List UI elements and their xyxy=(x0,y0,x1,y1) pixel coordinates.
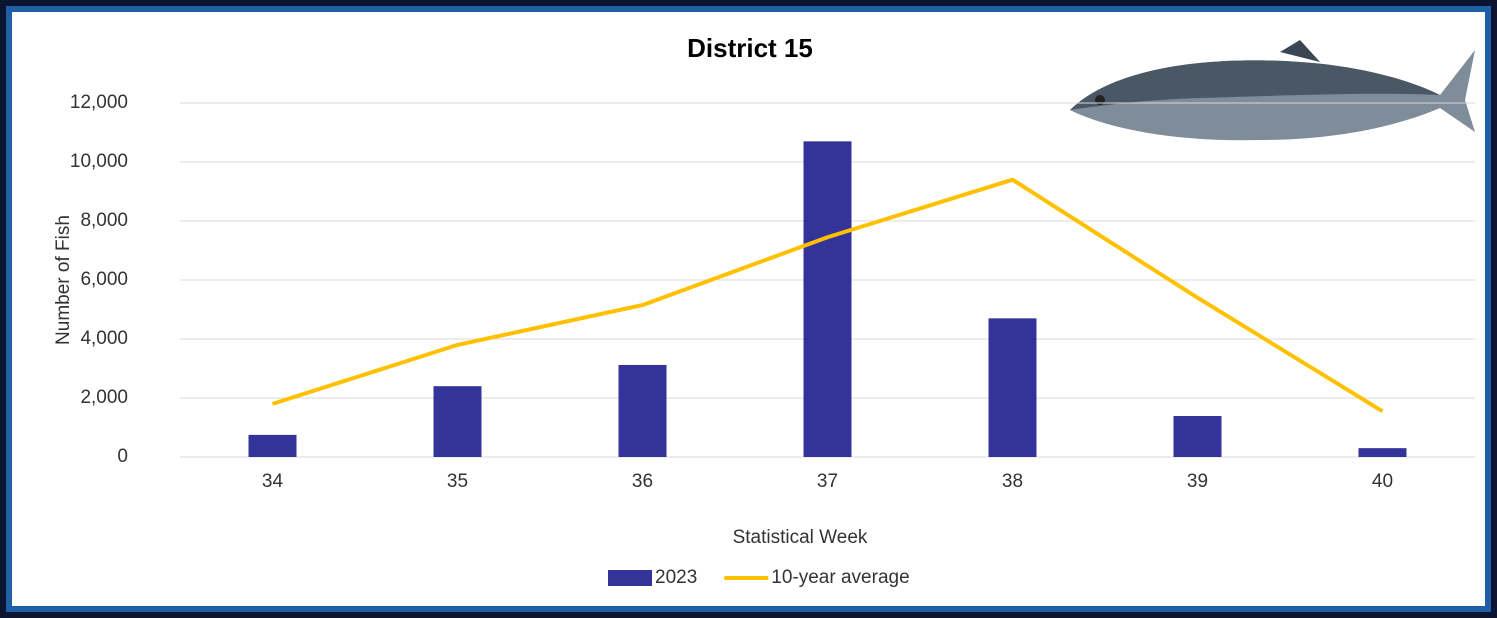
fish-image xyxy=(1070,40,1475,141)
y-tick-label: 10,000 xyxy=(70,151,128,172)
y-tick-label: 6,000 xyxy=(80,269,128,290)
y-axis-label: Number of Fish xyxy=(53,215,74,345)
y-tick-label: 4,000 xyxy=(80,328,128,349)
y-tick-label: 12,000 xyxy=(70,92,128,113)
y-tick-label: 8,000 xyxy=(80,210,128,231)
bar xyxy=(988,318,1037,457)
y-tick-label: 0 xyxy=(117,446,128,467)
bar xyxy=(618,364,667,457)
legend-swatch xyxy=(608,570,652,586)
bar xyxy=(1173,415,1222,457)
bar xyxy=(803,141,852,457)
bar xyxy=(433,386,482,457)
x-tick-label: 36 xyxy=(632,471,653,492)
x-tick-label: 34 xyxy=(262,471,284,492)
x-tick-label: 38 xyxy=(1002,471,1023,492)
legend-label: 10-year average xyxy=(771,567,909,588)
chart-title: District 15 xyxy=(687,33,813,63)
bar xyxy=(1358,448,1407,457)
x-tick-label: 39 xyxy=(1187,471,1208,492)
y-tick-label: 2,000 xyxy=(80,387,128,408)
x-axis-label: Statistical Week xyxy=(733,527,868,548)
x-tick-label: 35 xyxy=(447,471,468,492)
legend-label: 2023 xyxy=(655,567,697,588)
bar xyxy=(248,434,297,457)
x-tick-label: 37 xyxy=(817,471,838,492)
x-tick-label: 40 xyxy=(1372,471,1393,492)
line xyxy=(271,177,1384,413)
